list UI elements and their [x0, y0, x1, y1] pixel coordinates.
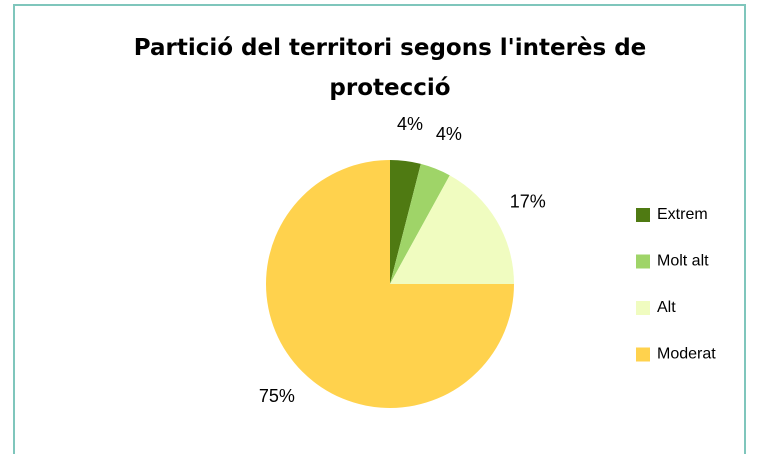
legend-swatch — [636, 347, 650, 362]
legend-swatch — [636, 254, 650, 269]
legend-label: Moderat — [657, 346, 716, 363]
data-label: 75% — [259, 386, 295, 406]
legend-label: Molt alt — [657, 253, 709, 270]
pie-slice — [266, 160, 514, 408]
legend-swatch — [636, 208, 650, 222]
data-label: 4% — [436, 124, 462, 144]
pie-slice — [390, 163, 450, 284]
legend-label: Extrem — [657, 206, 708, 223]
pie-slice — [390, 175, 514, 284]
legend-swatch — [636, 301, 650, 315]
chart-title: Partició del territori segons l'interès … — [134, 35, 647, 101]
pie-slice — [390, 160, 421, 284]
data-label: 17% — [510, 191, 546, 211]
legend-label: Alt — [657, 299, 676, 316]
data-label: 4% — [397, 114, 423, 134]
